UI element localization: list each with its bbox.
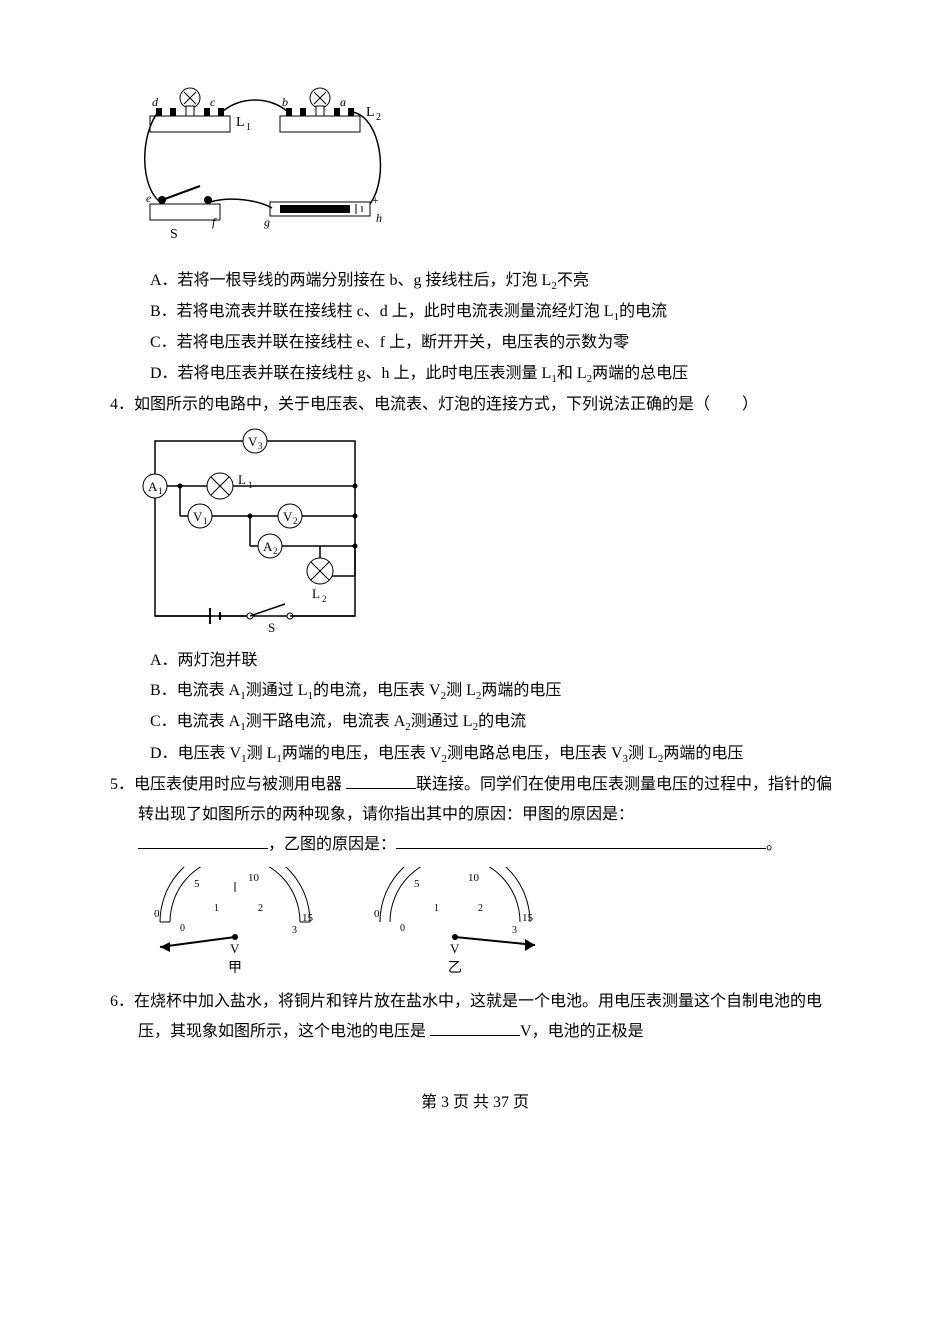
page: + d c b a L1 L2 e f g h S A．若将一根导线的两端分别接… [0, 0, 950, 1158]
svg-text:V: V [283, 509, 293, 524]
svg-text:1: 1 [203, 516, 208, 526]
svg-text:2: 2 [478, 903, 483, 914]
q3-opt-b: B．若将电流表并联在接线柱 c、d 上，此时电流表测量流经灯泡 L1的电流 [150, 297, 840, 328]
q3-opt-c: C．若将电压表并联在接线柱 e、f 上，断开开关，电压表的示数为零 [150, 328, 840, 358]
q4-figure: V3 A1 L1 V1 V2 A2 [140, 426, 840, 636]
battery: + [270, 193, 379, 216]
svg-text:5: 5 [414, 878, 420, 890]
svg-text:乙: 乙 [448, 960, 462, 976]
q4-options: A．两灯泡并联 B．电流表 A1测通过 L1的电流，电压表 V2测 L2两端的电… [110, 646, 840, 770]
svg-text:V: V [230, 941, 240, 956]
svg-text:A: A [148, 479, 158, 494]
q3-opt-a: A．若将一根导线的两端分别接在 b、g 接线柱后，灯泡 L2不亮 [150, 266, 840, 297]
svg-text:L: L [238, 472, 246, 487]
svg-text:L: L [236, 115, 245, 130]
svg-text:1: 1 [434, 903, 439, 914]
svg-text:1: 1 [214, 903, 219, 914]
svg-text:2: 2 [258, 903, 263, 914]
svg-text:15: 15 [302, 912, 314, 924]
svg-text:1: 1 [248, 480, 253, 490]
svg-text:c: c [210, 95, 216, 109]
svg-text:1: 1 [158, 486, 163, 496]
q5-figure: 0 5 10 15 0 1 2 3 V 甲 0 5 10 [140, 867, 840, 977]
svg-text:g: g [264, 215, 270, 229]
svg-text:2: 2 [322, 594, 327, 604]
q4-opt-b: B．电流表 A1测通过 L1的电流，电压表 V2测 L2两端的电压 [150, 676, 840, 707]
svg-text:3: 3 [512, 925, 517, 936]
svg-text:e: e [146, 191, 152, 205]
bulb-l1-group [150, 88, 230, 132]
q4-opt-c: C．电流表 A1测干路电流，电流表 A2测通过 L2的电流 [150, 707, 840, 738]
meter-jia: 0 5 10 15 0 1 2 3 V 甲 [154, 867, 314, 976]
q5-text2: ，乙图的原因是：。 [110, 830, 840, 860]
svg-text:L: L [312, 586, 320, 601]
q5-text: 5．电压表使用时应与被测用电器 联连接。同学们在使用电压表测量电压的过程中，指针… [110, 770, 840, 831]
q4-opt-a: A．两灯泡并联 [150, 646, 840, 676]
svg-text:1: 1 [246, 122, 251, 133]
svg-text:h: h [376, 211, 382, 225]
svg-text:0: 0 [180, 923, 185, 934]
q3-opt-d: D．若将电压表并联在接线柱 g、h 上，此时电压表测量 L1和 L2两端的总电压 [150, 359, 840, 390]
svg-text:5: 5 [194, 878, 200, 890]
svg-text:甲: 甲 [228, 961, 242, 976]
svg-text:d: d [152, 95, 159, 109]
q4-text: 4．如图所示的电路中，关于电压表、电流表、灯泡的连接方式，下列说法正确的是（ ） [110, 390, 840, 420]
svg-text:L: L [366, 105, 375, 120]
meter-yi: 0 5 10 15 0 1 2 3 V 乙 [374, 867, 535, 976]
svg-text:a: a [340, 95, 346, 109]
bulb-l2-group [280, 88, 360, 132]
svg-text:0: 0 [154, 908, 160, 920]
q4-opt-d: D．电压表 V1测 L1两端的电压，电压表 V2测电路总电压，电压表 V3测 L… [150, 739, 840, 770]
q3-options: A．若将一根导线的两端分别接在 b、g 接线柱后，灯泡 L2不亮 B．若将电流表… [110, 266, 840, 390]
svg-text:A: A [263, 539, 273, 554]
svg-text:2: 2 [376, 112, 381, 123]
svg-text:0: 0 [374, 908, 380, 920]
svg-text:b: b [282, 95, 288, 109]
svg-text:V: V [450, 941, 460, 956]
svg-text:2: 2 [273, 546, 278, 556]
svg-text:15: 15 [522, 912, 534, 924]
switch-s [150, 186, 220, 220]
q3-figure: + d c b a L1 L2 e f g h S [140, 86, 840, 256]
svg-text:10: 10 [248, 872, 260, 884]
svg-text:10: 10 [468, 872, 480, 884]
svg-text:3: 3 [258, 441, 263, 451]
page-footer: 第 3 页 共 37 页 [110, 1088, 840, 1118]
svg-text:V: V [248, 434, 258, 449]
svg-text:V: V [193, 509, 203, 524]
svg-text:0: 0 [400, 923, 405, 934]
svg-text:3: 3 [292, 925, 297, 936]
svg-text:S: S [268, 620, 275, 635]
svg-text:S: S [170, 227, 178, 242]
q6-text: 6．在烧杯中加入盐水，将铜片和锌片放在盐水中，这就是一个电池。用电压表测量这个自… [110, 987, 840, 1048]
svg-text:2: 2 [293, 516, 298, 526]
